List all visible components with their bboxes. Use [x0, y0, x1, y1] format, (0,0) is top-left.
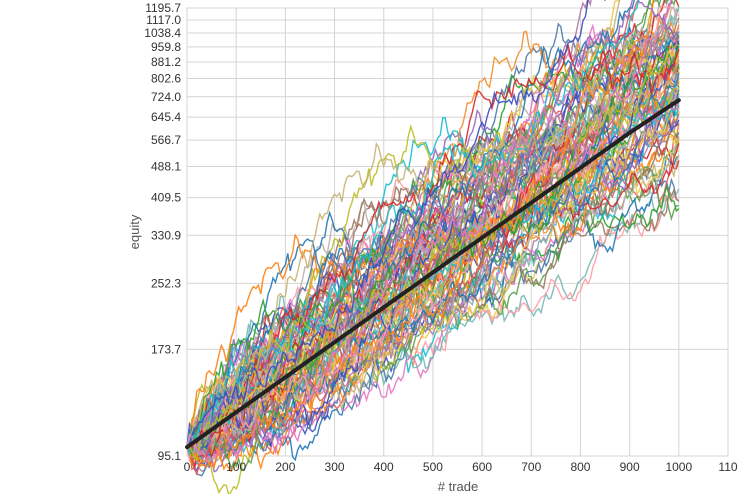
- x-tick-label: 900: [620, 460, 640, 474]
- y-tick-label: 645.4: [151, 110, 181, 124]
- y-tick-label: 95.1: [158, 449, 182, 463]
- x-tick-label: 110: [718, 460, 737, 474]
- equity-path: [186, 0, 636, 448]
- y-axis-ticks: 95.1 173.7 252.3 330.9 409.5 488.1 566.7 645.4 7…: [144, 1, 181, 463]
- mean-equity-line: [185, 98, 681, 450]
- equity-path: [186, 0, 655, 473]
- x-tick-label: 400: [374, 460, 394, 474]
- equity-path: [186, 0, 679, 448]
- equity-path: [186, 5, 680, 457]
- x-axis-title: # trade: [438, 479, 478, 494]
- y-tick-label: 330.9: [151, 228, 181, 242]
- x-tick-label: 1000: [665, 460, 692, 474]
- y-tick-label: 1195.7: [145, 1, 181, 15]
- equity-path: [186, 35, 680, 448]
- y-tick-label: 1038.4: [144, 26, 181, 40]
- y-tick-label: 252.3: [151, 276, 181, 290]
- equity-path: [186, 36, 680, 453]
- y-tick-label: 959.8: [151, 40, 181, 54]
- equity-path: [186, 60, 680, 448]
- equity-path: [186, 0, 607, 448]
- x-tick-label: 600: [472, 460, 492, 474]
- x-tick-label: 500: [423, 460, 443, 474]
- equity-path: [186, 6, 680, 458]
- equity-path: [186, 17, 680, 448]
- y-tick-label: 881.2: [151, 55, 181, 69]
- y-tick-label: 566.7: [151, 133, 181, 147]
- equity-path: [186, 72, 680, 448]
- x-tick-label: 200: [275, 460, 295, 474]
- x-tick-label: 0: [184, 460, 191, 474]
- equity-path: [186, 40, 680, 454]
- x-axis-ticks: 0 100 200 300 400 500 600 700 800 900 1000 110: [184, 460, 738, 474]
- x-tick-label: 100: [226, 460, 246, 474]
- equity-path: [186, 0, 640, 455]
- y-tick-label: 488.1: [151, 160, 181, 174]
- y-tick-label: 1117.0: [146, 13, 181, 27]
- equity-path: [186, 29, 680, 459]
- equity-path: [186, 0, 672, 464]
- mean-equity-line: [185, 98, 681, 450]
- x-tick-label: 800: [570, 460, 590, 474]
- y-tick-label: 409.5: [151, 191, 181, 205]
- x-tick-label: 700: [521, 460, 541, 474]
- y-tick-label: 724.0: [151, 90, 181, 104]
- equity-path: [186, 43, 680, 449]
- y-tick-label: 802.6: [151, 72, 181, 86]
- y-tick-label: 173.7: [151, 342, 181, 356]
- x-tick-label: 300: [325, 460, 345, 474]
- y-axis-title: equity: [127, 214, 142, 249]
